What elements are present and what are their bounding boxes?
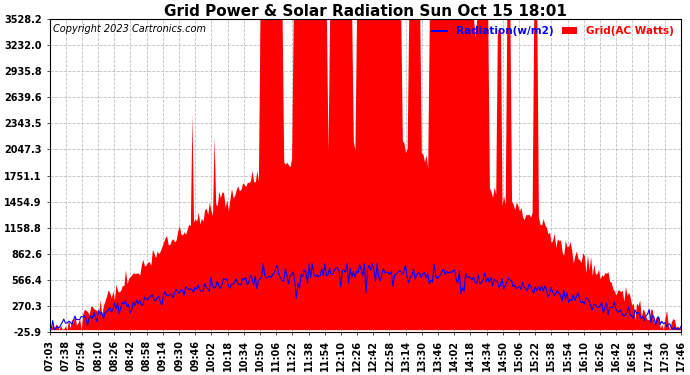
Title: Grid Power & Solar Radiation Sun Oct 15 18:01: Grid Power & Solar Radiation Sun Oct 15 … — [164, 4, 566, 19]
Text: Copyright 2023 Cartronics.com: Copyright 2023 Cartronics.com — [52, 24, 206, 34]
Legend: Radiation(w/m2), Grid(AC Watts): Radiation(w/m2), Grid(AC Watts) — [430, 24, 676, 39]
